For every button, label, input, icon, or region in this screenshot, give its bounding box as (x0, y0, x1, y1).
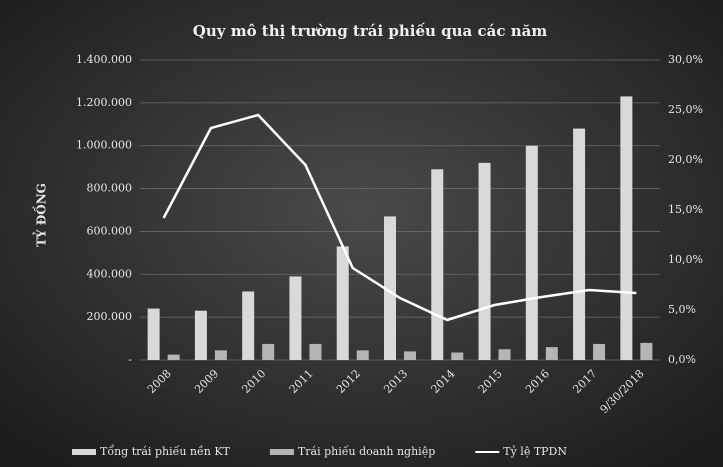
y-tick-label: 600.000 (87, 224, 133, 237)
legend-swatch (72, 449, 96, 455)
chart-title: Quy mô thị trường trái phiếu qua các năm (193, 22, 548, 40)
y2-tick-label: 30,0% (668, 53, 703, 66)
bar (384, 216, 396, 360)
bar (262, 343, 275, 360)
bar (431, 169, 444, 360)
y2-tick-label: 0,0% (668, 353, 696, 366)
bar (214, 350, 227, 360)
y2-tick-label: 20,0% (668, 153, 703, 166)
bar (289, 276, 302, 360)
legend-swatch (269, 449, 294, 455)
bar (545, 347, 558, 360)
line (162, 113, 637, 322)
legend-label: Tỷ lệ TPDN (503, 445, 567, 458)
y-tick-label: 400.000 (87, 267, 133, 280)
y-tick-label: - (128, 353, 132, 366)
y2-tick-label: 10,0% (668, 253, 703, 266)
bar (640, 342, 653, 360)
legend-label: Trái phiếu doanh nghiệp (298, 445, 435, 458)
y-tick-label: 1.400.000 (76, 53, 132, 66)
y-axis-title: TỶ ĐỒNG (32, 183, 49, 247)
y2-tick-label: 15,0% (668, 203, 703, 216)
y-tick-label: 200.000 (87, 310, 133, 323)
y-tick-label: 1.000.000 (76, 139, 132, 152)
bar (573, 128, 586, 360)
bar (147, 308, 160, 360)
bar (525, 145, 538, 360)
bar (478, 162, 491, 360)
bar (620, 96, 633, 360)
bar (404, 351, 416, 360)
bar (242, 291, 255, 360)
y-tick-label: 1.200.000 (76, 96, 132, 109)
bar (167, 354, 180, 360)
y-tick-label: 800.000 (87, 182, 133, 195)
legend-label: Tổng trái phiếu nền KT (100, 445, 231, 458)
bar (194, 310, 207, 360)
bar (309, 343, 322, 360)
bar (336, 246, 349, 360)
bar (593, 343, 606, 360)
y2-tick-label: 5,0% (668, 303, 696, 316)
y2-tick-label: 25,0% (668, 103, 703, 116)
bar (498, 349, 511, 360)
bar (356, 350, 369, 360)
bar (451, 352, 464, 360)
